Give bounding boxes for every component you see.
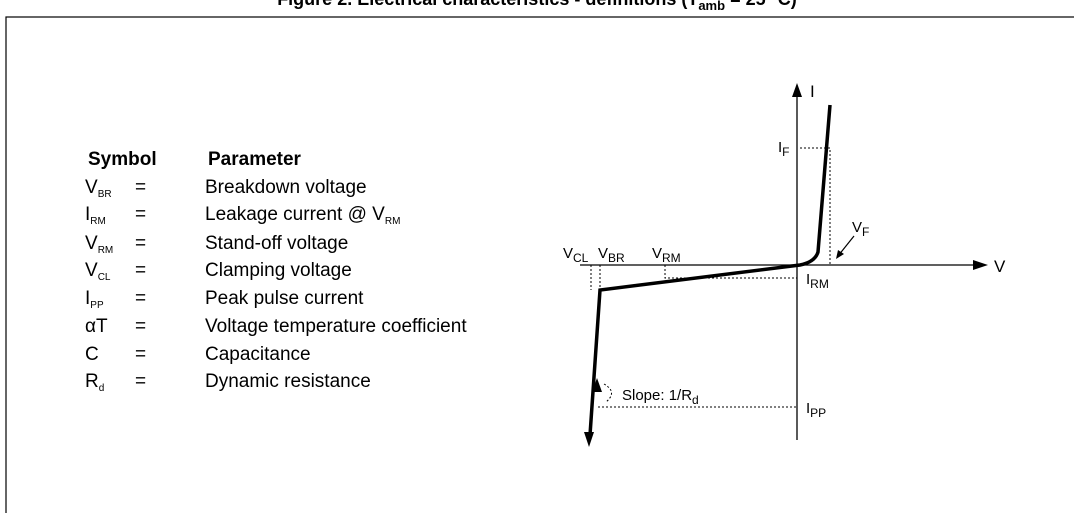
diagram-label: VCL (563, 245, 589, 265)
column-header: Parameter (208, 149, 302, 170)
symbol: IRM (85, 204, 106, 227)
vrm-guide (664, 265, 797, 279)
parameter: Voltage temperature coefficient (205, 316, 467, 337)
diagram-label: IF (778, 139, 790, 159)
parameter: Clamping voltage (205, 260, 352, 281)
slope-arrow (592, 378, 602, 392)
diagram-label: VBR (598, 245, 625, 265)
symbol: VBR (85, 177, 112, 200)
equals: = (135, 260, 146, 281)
vf-pointer-head (836, 250, 844, 259)
definitions-table: Symbol Parameter VBR = Breakdown voltage IRM =… (85, 149, 467, 394)
axis-label: V (994, 257, 1006, 276)
axis-label: I (810, 82, 815, 101)
iv-curve (588, 104, 832, 436)
curve-arrow (584, 432, 594, 447)
diagram-label: VF (852, 219, 869, 239)
diagram-label: IRM (806, 271, 829, 291)
equals: = (135, 177, 146, 198)
if-guide (800, 147, 831, 265)
i-axis-arrow (792, 83, 802, 97)
symbol: C (85, 344, 99, 365)
equals: = (135, 316, 146, 337)
frame (5, 16, 1074, 513)
parameter: Dynamic resistance (205, 371, 371, 392)
equals: = (135, 233, 146, 254)
slope-arc (603, 383, 612, 403)
column-header: Symbol (88, 149, 157, 170)
symbol: VRM (85, 233, 113, 256)
figure-title: Figure 2. Electrical characteristics - d… (277, 0, 797, 13)
iv-diagram: I V IF VF VCL VBR VRM IRM IPP Slope: 1/Rd (563, 82, 1006, 447)
equals: = (135, 371, 146, 392)
parameter: Leakage current @ VRM (205, 204, 400, 227)
symbol: Rd (85, 371, 104, 394)
v-axis-arrow (973, 260, 988, 270)
parameter: Stand-off voltage (205, 233, 348, 254)
parameter: Breakdown voltage (205, 177, 367, 198)
symbol: IPP (85, 288, 104, 311)
diagram-label: VRM (652, 245, 681, 265)
symbol: αT (85, 316, 108, 337)
equals: = (135, 288, 146, 309)
parameter: Peak pulse current (205, 288, 364, 309)
parameter: Capacitance (205, 344, 311, 365)
diagram-label: Slope: 1/Rd (622, 387, 699, 407)
equals: = (135, 204, 146, 225)
equals: = (135, 344, 146, 365)
symbol: VCL (85, 260, 111, 283)
diagram-label: IPP (806, 400, 826, 420)
